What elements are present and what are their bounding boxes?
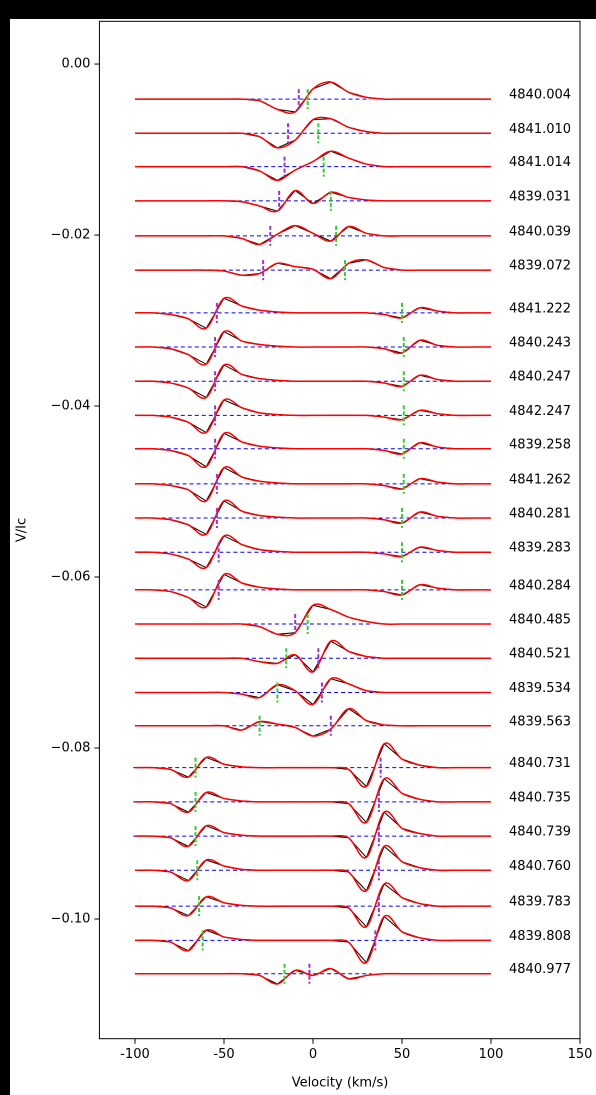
profile-label: 4840.004 (509, 88, 571, 103)
observed-profile (135, 742, 491, 788)
model-profile (134, 431, 491, 469)
profile-label: 4841.010 (509, 122, 571, 137)
observed-profile (135, 708, 491, 737)
observed-profile (135, 573, 491, 608)
model-profile (134, 882, 492, 928)
x-tick-label: 0 (309, 1047, 317, 1062)
profile-label: 4840.039 (509, 224, 571, 239)
plot-frame (98, 20, 581, 1040)
model-profile (135, 258, 491, 280)
model-profile (134, 296, 491, 330)
model-profile (134, 224, 491, 246)
model-profile (135, 150, 491, 182)
observed-profile (135, 432, 491, 468)
model-profile (135, 677, 491, 706)
x-tick-label: 100 (479, 1047, 504, 1062)
y-tick-label: 0.00 (61, 57, 90, 72)
profile-label: 4840.243 (509, 336, 571, 351)
observed-profile (135, 845, 491, 892)
y-tick-label: −0.02 (51, 228, 91, 243)
profile-label: 4840.281 (509, 507, 571, 522)
model-profile (134, 914, 491, 964)
y-tick-label: −0.04 (51, 399, 91, 414)
profile-label: 4841.262 (509, 472, 571, 487)
model-profile (134, 742, 491, 788)
observed-profile (135, 81, 491, 113)
x-tick-label: -50 (213, 1047, 234, 1062)
model-profile (134, 81, 491, 114)
model-profile (134, 398, 491, 435)
profile-label: 4839.031 (509, 189, 571, 204)
model-profile (134, 363, 491, 400)
profile-label: 4839.808 (509, 929, 571, 944)
top-edge (0, 0, 596, 19)
profile-label: 4840.735 (509, 790, 571, 805)
observed-profile (135, 883, 491, 928)
model-profile (134, 499, 491, 536)
profile-label: 4840.739 (509, 825, 571, 840)
profile-label: 4839.534 (509, 681, 571, 696)
model-profile (135, 116, 491, 149)
model-profile (135, 189, 491, 213)
x-tick-label: -100 (120, 1047, 150, 1062)
profile-label: 4840.284 (509, 578, 571, 593)
x-tick-label: 150 (568, 1047, 593, 1062)
model-profile (134, 466, 492, 503)
y-axis-label: V/Ic (15, 518, 30, 542)
observed-profile (135, 968, 491, 985)
model-profile (134, 707, 491, 737)
observed-profile (135, 604, 491, 635)
y-tick-label: −0.06 (51, 570, 91, 585)
observed-profile (135, 640, 491, 673)
profile-label: 4839.563 (509, 714, 571, 729)
profile-label: 4840.731 (509, 756, 571, 771)
observed-profile (135, 777, 491, 824)
x-tick-label: 50 (394, 1047, 411, 1062)
left-edge (0, 0, 10, 1095)
profile-label: 4839.258 (509, 437, 571, 452)
profile-label: 4840.977 (509, 962, 571, 977)
profile-label: 4840.760 (509, 859, 571, 874)
model-profile (134, 777, 491, 824)
profile-label: 4839.283 (509, 541, 571, 556)
observed-profile (135, 811, 491, 859)
profile-label: 4842.247 (509, 404, 571, 419)
profile-label: 4841.014 (509, 155, 571, 170)
profile-label: 4841.222 (509, 301, 571, 316)
model-profile (134, 844, 491, 893)
model-profile (134, 603, 491, 637)
x-axis-label: Velocity (km/s) (292, 1076, 389, 1091)
model-profile (134, 810, 491, 859)
model-profile (134, 330, 491, 366)
profile-label: 4839.783 (509, 895, 571, 910)
model-profile (134, 572, 491, 609)
observed-profile (135, 150, 491, 181)
model-profile (134, 534, 491, 570)
profile-label: 4840.521 (509, 647, 571, 662)
observed-profile (135, 915, 491, 964)
observed-profile (135, 330, 491, 365)
y-tick-label: −0.10 (51, 912, 91, 927)
profile-label: 4839.072 (509, 259, 571, 274)
profile-label: 4840.247 (509, 370, 571, 385)
y-tick-label: −0.08 (51, 741, 91, 756)
observed-profile (135, 678, 491, 706)
observed-profile (135, 399, 491, 434)
model-profile (134, 967, 491, 985)
profile-label: 4840.485 (509, 613, 571, 628)
observed-profile (135, 225, 491, 245)
model-profile (135, 639, 491, 673)
